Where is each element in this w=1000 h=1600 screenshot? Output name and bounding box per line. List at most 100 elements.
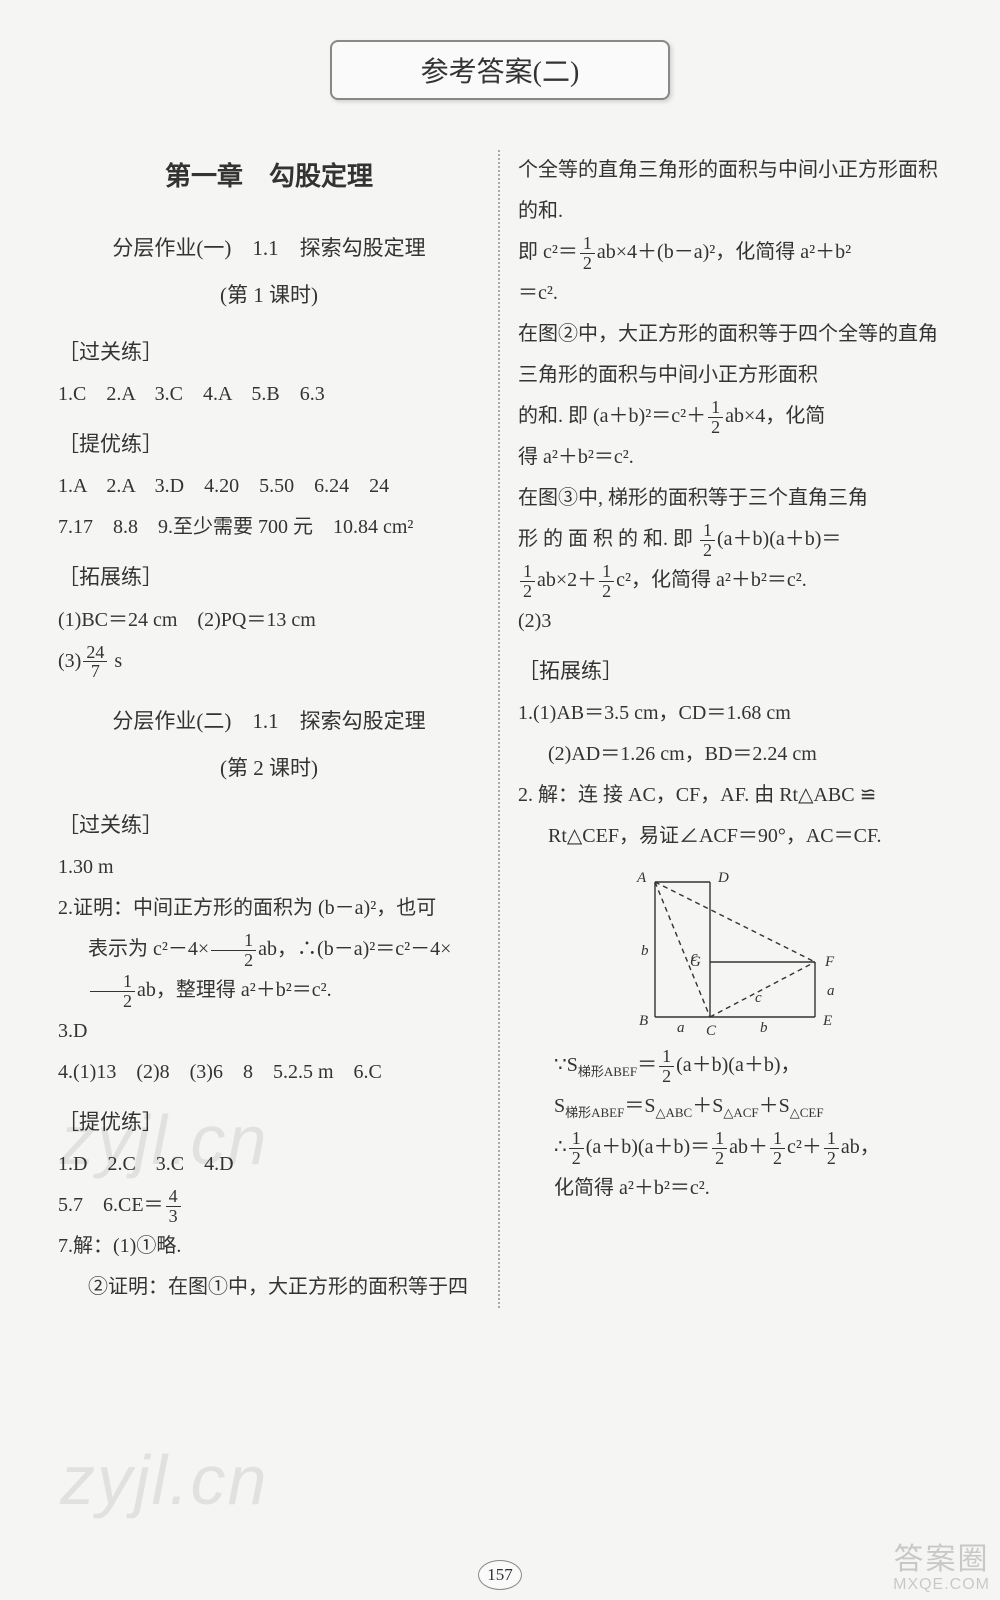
brand-cn: 答案圈 xyxy=(893,1543,990,1576)
text: ab＋ xyxy=(729,1136,768,1158)
fraction-half: 12 xyxy=(569,1129,584,1168)
page-title: 参考答案(二) xyxy=(330,40,670,100)
text: (a＋b)(a＋b)＝ xyxy=(717,528,841,550)
svg-text:a: a xyxy=(827,983,835,999)
svg-text:F: F xyxy=(824,954,835,970)
denominator: 7 xyxy=(83,662,107,681)
fraction: 43 xyxy=(166,1187,181,1226)
left-column: 第一章 勾股定理 分层作业(一) 1.1 探索勾股定理 (第 1 课时) ［过关… xyxy=(40,150,500,1308)
text: c²＋ xyxy=(787,1136,822,1158)
text: ab，整理得 a²＋b²＝c². xyxy=(137,979,332,1001)
r-p6: 在图③中, 梯形的面积等于三个直角三角 xyxy=(518,478,942,519)
text: 形 的 面 积 的 和. 即 xyxy=(518,528,698,550)
hw1-up-a: 1.A 2.A 3.D 4.20 5.50 6.24 24 xyxy=(58,466,480,507)
text: S xyxy=(554,1095,565,1117)
text: ab×2＋ xyxy=(537,569,597,591)
text: 的和. 即 (a＋b)²＝c²＋ xyxy=(518,405,706,427)
fraction-half: 12 xyxy=(712,1129,727,1168)
fraction-half: 12 xyxy=(211,931,256,970)
hw2-pass-4: 4.(1)13 (2)8 (3)6 8 5.2.5 m 6.C xyxy=(58,1052,480,1093)
geometry-figure: ADBCEFGbaccba xyxy=(615,867,845,1037)
svg-text:b: b xyxy=(760,1020,768,1036)
fraction-half: 12 xyxy=(599,562,614,601)
page-number: 157 xyxy=(478,1560,522,1590)
r-f: ∵S梯形ABEF＝12(a＋b)(a＋b)， xyxy=(518,1045,942,1086)
fraction-half: 12 xyxy=(520,562,535,601)
hw2-up-b: 5.7 6.CE＝43 xyxy=(58,1185,480,1226)
r-i: 化简得 a²＋b²＝c². xyxy=(518,1168,942,1209)
r-e1b: (2)AD＝1.26 cm，BD＝2.24 cm xyxy=(518,734,942,775)
text: ＝S xyxy=(624,1095,655,1117)
text: ab×4＋(b－a)²，化简得 a²＋b² xyxy=(597,241,851,263)
r-e2a: 2. 解：连 接 AC，CF，AF. 由 Rt△ABC ≌ xyxy=(518,775,942,816)
chapter-heading: 第一章 勾股定理 xyxy=(58,150,480,203)
text: ab×4，化简 xyxy=(725,405,825,427)
r-p2: 即 c²＝12ab×4＋(b－a)²，化简得 a²＋b² xyxy=(518,232,942,273)
content-columns: 第一章 勾股定理 分层作业(一) 1.1 探索勾股定理 (第 1 课时) ［过关… xyxy=(40,150,960,1308)
svg-text:c: c xyxy=(691,949,698,965)
text: (a＋b)(a＋b)， xyxy=(676,1054,800,1076)
homework-2-title: 分层作业(二) 1.1 探索勾股定理 xyxy=(58,700,480,743)
label-ext-1: ［拓展练］ xyxy=(58,556,480,599)
r-p1: 个全等的直角三角形的面积与中间小正方形面积的和. xyxy=(518,150,942,232)
r-p7: 形 的 面 积 的 和. 即 12(a＋b)(a＋b)＝ xyxy=(518,519,942,560)
r-p5: 得 a²＋b²＝c². xyxy=(518,437,942,478)
hw2-pass-3: 3.D xyxy=(58,1011,480,1052)
fraction-half: 12 xyxy=(770,1129,785,1168)
svg-text:D: D xyxy=(717,870,729,886)
hw1-pass-answers: 1.C 2.A 3.C 4.A 5.B 6.3 xyxy=(58,374,480,415)
fraction-half: 12 xyxy=(580,234,595,273)
denominator: 3 xyxy=(166,1207,181,1226)
svg-text:a: a xyxy=(677,1020,685,1036)
text: ab，∴(b－a)²＝c²－4× xyxy=(258,938,451,960)
hw1-ext-b: (3)247 s xyxy=(58,641,480,682)
text: 5.7 6.CE＝ xyxy=(58,1194,164,1216)
fraction-half: 12 xyxy=(659,1047,674,1086)
text: ∴ xyxy=(554,1136,567,1158)
hw2-up-a: 1.D 2.C 3.C 4.D xyxy=(58,1144,480,1185)
r-p9: (2)3 xyxy=(518,601,942,642)
text: (a＋b)(a＋b)＝ xyxy=(586,1136,710,1158)
hw2-sol-b: ②证明：在图①中，大正方形的面积等于四 xyxy=(58,1267,480,1308)
text: ∵S xyxy=(554,1054,578,1076)
label-up-1: ［提优练］ xyxy=(58,423,480,466)
svg-text:C: C xyxy=(706,1023,717,1037)
fraction-half: 12 xyxy=(90,972,135,1011)
text: s xyxy=(109,650,122,672)
r-e2b: Rt△CEF，易证∠ACF＝90°，AC＝CF. xyxy=(518,816,942,857)
svg-text:E: E xyxy=(822,1013,832,1029)
fraction: 247 xyxy=(83,643,107,682)
text: ＋S xyxy=(759,1095,790,1117)
svg-text:A: A xyxy=(636,870,647,886)
numerator: 24 xyxy=(83,643,107,663)
text: (3) xyxy=(58,650,81,672)
subscript: △CEF xyxy=(790,1105,824,1120)
r-e1a: 1.(1)AB＝3.5 cm，CD＝1.68 cm xyxy=(518,693,942,734)
fraction-half: 12 xyxy=(708,398,723,437)
r-p8: 12ab×2＋12c²，化简得 a²＋b²＝c². xyxy=(518,560,942,601)
brand-en: MXQE.COM xyxy=(893,1576,990,1594)
fraction-half: 12 xyxy=(700,521,715,560)
r-p3: 在图②中，大正方形的面积等于四个全等的直角三角形的面积与中间小正方形面积 xyxy=(518,314,942,396)
label-pass-2: ［过关练］ xyxy=(58,804,480,847)
r-g: S梯形ABEF＝S△ABC＋S△ACF＋S△CEF xyxy=(518,1086,942,1127)
numerator: 4 xyxy=(166,1187,181,1207)
text: ab， xyxy=(841,1136,880,1158)
text: ＝ xyxy=(637,1054,657,1076)
label-up-2: ［提优练］ xyxy=(58,1101,480,1144)
label-ext-right: ［拓展练］ xyxy=(518,650,942,693)
svg-text:b: b xyxy=(641,943,649,959)
subscript: △ACF xyxy=(723,1105,758,1120)
svg-text:c: c xyxy=(755,990,762,1006)
label-pass-1: ［过关练］ xyxy=(58,331,480,374)
subscript: 梯形ABEF xyxy=(578,1064,637,1079)
homework-2-subtitle: (第 2 课时) xyxy=(58,747,480,790)
watermark-2: zyjl.cn xyxy=(60,1440,268,1520)
fraction-half: 12 xyxy=(824,1129,839,1168)
right-column: 个全等的直角三角形的面积与中间小正方形面积的和. 即 c²＝12ab×4＋(b－… xyxy=(500,150,960,1308)
r-h: ∴12(a＋b)(a＋b)＝12ab＋12c²＋12ab， xyxy=(518,1127,942,1168)
homework-1-subtitle: (第 1 课时) xyxy=(58,274,480,317)
text: ＋S xyxy=(692,1095,723,1117)
hw2-pass-1: 1.30 m xyxy=(58,847,480,888)
homework-1-title: 分层作业(一) 1.1 探索勾股定理 xyxy=(58,227,480,270)
